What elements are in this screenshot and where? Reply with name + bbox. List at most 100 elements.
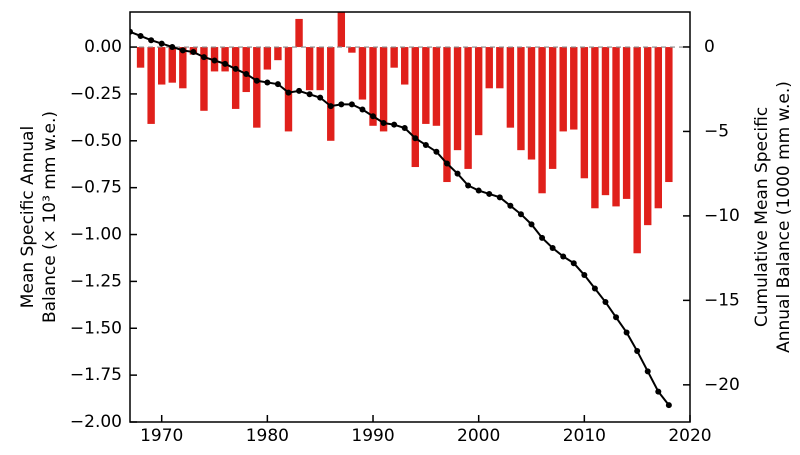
bar xyxy=(284,47,293,132)
point xyxy=(264,79,271,86)
bar xyxy=(496,47,504,89)
y2-tick-label: 0 xyxy=(704,37,715,57)
point xyxy=(539,234,546,241)
bar xyxy=(601,47,610,196)
y-tick-label: −1.75 xyxy=(70,365,122,385)
y-axis-label: Balance (× 10³ mm w.e.) xyxy=(40,111,60,323)
bar xyxy=(464,47,472,169)
point xyxy=(475,187,482,194)
point xyxy=(602,299,609,306)
y2-tick-label: −20 xyxy=(704,375,740,395)
bar xyxy=(221,47,229,72)
point xyxy=(454,170,461,177)
bar xyxy=(665,47,673,183)
bar xyxy=(327,47,335,141)
point xyxy=(148,37,155,44)
point xyxy=(549,244,556,251)
y-tick-label: −2.00 xyxy=(70,412,122,432)
bar xyxy=(548,47,557,169)
bar xyxy=(633,47,641,254)
bar xyxy=(253,47,261,128)
bar xyxy=(411,47,419,168)
bar xyxy=(200,47,208,111)
y2-axis-label: Cumulative Mean Specific xyxy=(752,107,772,327)
point xyxy=(158,40,165,47)
point xyxy=(401,125,408,132)
bar xyxy=(147,47,155,124)
bar xyxy=(263,47,272,70)
line xyxy=(130,30,670,406)
point xyxy=(507,202,514,209)
point xyxy=(211,57,218,64)
point xyxy=(253,77,260,84)
y-tick-label: 0.00 xyxy=(84,37,122,57)
point xyxy=(528,221,535,228)
x-tick-label: 1970 xyxy=(140,426,183,446)
y-tick-label: −1.25 xyxy=(70,271,122,291)
point xyxy=(232,65,239,72)
bar xyxy=(622,47,631,199)
bar xyxy=(295,18,303,48)
point xyxy=(570,260,577,267)
y2-tick-label: −5 xyxy=(704,121,729,141)
y-tick-label: −0.50 xyxy=(70,131,122,151)
point xyxy=(560,253,567,260)
point xyxy=(370,113,377,120)
bar xyxy=(422,47,430,124)
point xyxy=(465,182,472,189)
bar xyxy=(644,47,652,226)
bar xyxy=(485,47,493,89)
bar xyxy=(390,47,398,68)
bar xyxy=(474,47,483,136)
plot-area xyxy=(130,12,690,409)
y-tick-label: −1.00 xyxy=(70,225,122,245)
bar xyxy=(337,12,346,48)
bar xyxy=(179,47,187,89)
bar xyxy=(453,47,462,151)
bar xyxy=(379,47,388,132)
bar xyxy=(654,47,662,209)
point xyxy=(359,106,366,113)
point xyxy=(348,101,355,108)
bar xyxy=(136,47,145,68)
bar xyxy=(231,47,240,109)
x-tick-label: 2020 xyxy=(668,426,711,446)
point xyxy=(412,135,419,142)
point xyxy=(137,32,144,39)
point xyxy=(613,314,620,321)
point xyxy=(517,211,524,218)
bar xyxy=(443,47,451,183)
point xyxy=(422,141,429,148)
point xyxy=(634,348,641,355)
point xyxy=(296,87,303,94)
bar xyxy=(559,47,567,132)
bar xyxy=(570,47,578,130)
x-tick-label: 1980 xyxy=(246,426,289,446)
bar xyxy=(401,47,409,85)
point xyxy=(391,121,398,128)
point xyxy=(486,190,493,197)
bar xyxy=(242,47,250,93)
x-tick-label: 1990 xyxy=(351,426,394,446)
y-tick-label: −0.75 xyxy=(70,178,122,198)
bar xyxy=(538,47,546,194)
bar xyxy=(591,47,599,209)
bar xyxy=(432,47,441,126)
point xyxy=(581,272,588,279)
point xyxy=(496,194,503,201)
point xyxy=(179,47,186,54)
y-axis-label: Mean Specific Annual xyxy=(18,126,38,308)
bar xyxy=(580,47,589,179)
y2-tick-label: −10 xyxy=(704,206,740,226)
point xyxy=(190,49,197,56)
point xyxy=(644,368,651,375)
bar xyxy=(506,47,515,128)
bar xyxy=(358,47,367,100)
x-tick-label: 2010 xyxy=(563,426,606,446)
bar xyxy=(527,47,536,160)
point xyxy=(591,285,598,292)
point xyxy=(338,101,345,108)
bar xyxy=(274,47,282,61)
y2-tick-label: −15 xyxy=(704,290,740,310)
